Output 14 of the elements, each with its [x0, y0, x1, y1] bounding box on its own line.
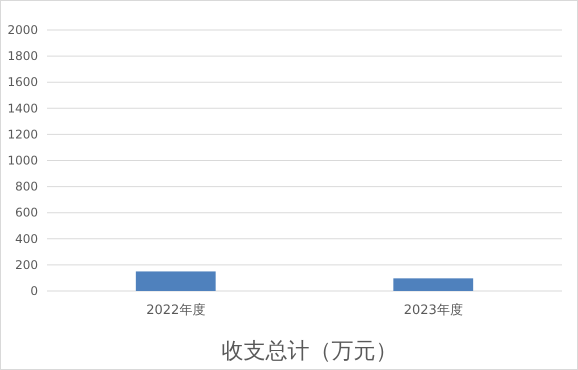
y-tick-label: 400 [15, 232, 38, 246]
y-tick-label: 1000 [7, 154, 38, 168]
text: 收支总计（万元） [222, 339, 398, 364]
x-tick-label: 2022年度 [146, 302, 206, 318]
y-tick-label: 2000 [7, 23, 38, 37]
y-tick-label: 800 [15, 180, 38, 194]
y-tick-label: 1600 [7, 75, 38, 90]
y-tick-label: 0 [30, 284, 38, 298]
y-tick-label: 1200 [7, 127, 38, 142]
y-tick-label: 600 [15, 206, 38, 220]
y-tick-label: 1800 [7, 49, 38, 64]
y-tick-label: 200 [15, 258, 38, 272]
x-tick-label: 2023年度 [404, 302, 463, 318]
y-tick-label: 1400 [7, 101, 38, 116]
